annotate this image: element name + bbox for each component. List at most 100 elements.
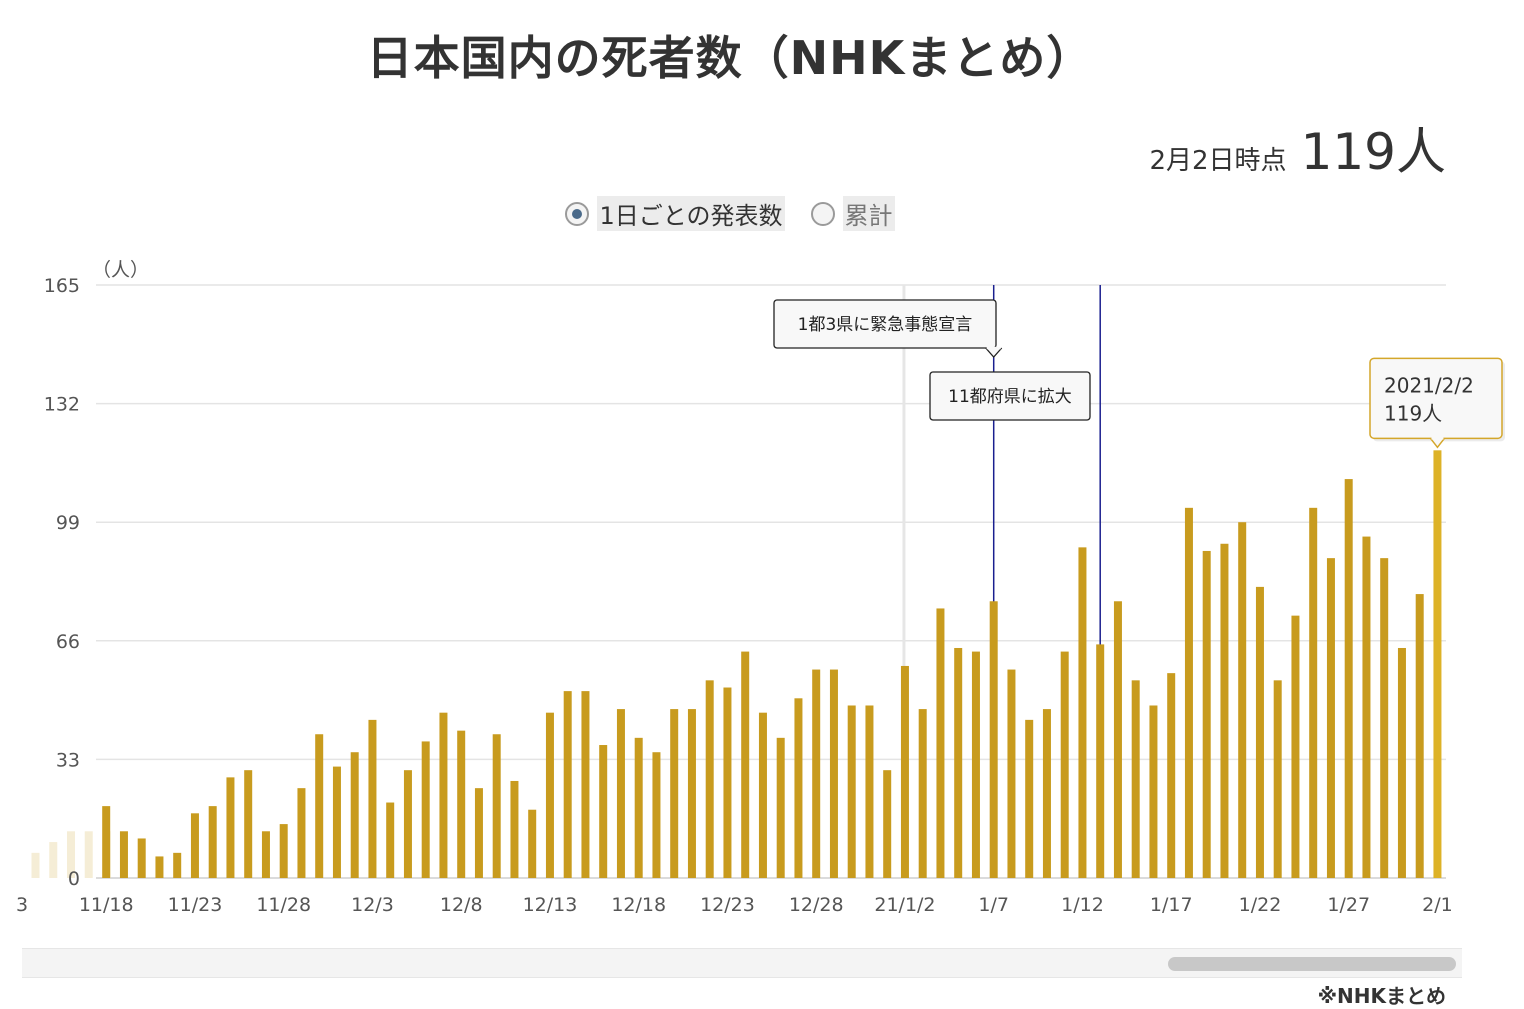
bar (1167, 673, 1176, 878)
bar (1255, 586, 1264, 878)
bar (1415, 594, 1424, 878)
annotation-pointer (985, 347, 1003, 358)
x-tick-label: 1/27 (1327, 894, 1370, 916)
x-tick-label: 11/18 (79, 894, 134, 916)
bar (492, 734, 501, 878)
bar (261, 831, 270, 878)
bar (457, 730, 466, 878)
radio-daily[interactable]: 1日ごとの発表数 (565, 196, 785, 231)
horizontal-scrollbar[interactable] (22, 948, 1462, 978)
bar (350, 752, 359, 878)
bar (1113, 601, 1122, 878)
radio-cumulative-label[interactable]: 累計 (842, 196, 895, 231)
radio-daily-label[interactable]: 1日ごとの発表数 (597, 196, 785, 231)
faded-bar (67, 831, 75, 878)
tooltip-date: 2021/2/2 (1384, 373, 1474, 397)
y-tick-label: 132 (44, 394, 80, 416)
x-tick-label: 1/17 (1150, 894, 1193, 916)
radio-daily-circle[interactable] (565, 201, 590, 226)
bar (297, 788, 306, 878)
bar (137, 838, 146, 878)
bar (794, 698, 803, 878)
bar (865, 705, 874, 878)
bar (1078, 547, 1087, 878)
bar (1309, 507, 1318, 878)
bar (1291, 615, 1300, 878)
bar (1007, 669, 1016, 878)
bar (670, 709, 679, 878)
x-tick-label: 11/23 (168, 894, 223, 916)
bar (244, 770, 253, 878)
bar (829, 669, 838, 878)
bar (1149, 705, 1158, 878)
x-tick-label: 12/23 (700, 894, 755, 916)
bar (616, 709, 625, 878)
y-tick-label: 66 (56, 631, 80, 653)
bar (1025, 719, 1034, 878)
bar (1042, 709, 1051, 878)
bar (439, 712, 448, 878)
bar (315, 734, 324, 878)
bar (883, 770, 892, 878)
x-tick-label: 1/12 (1061, 894, 1104, 916)
faded-bar (49, 842, 58, 878)
bar (208, 806, 217, 878)
bar (1220, 543, 1229, 878)
bar (705, 680, 714, 878)
bar (776, 737, 785, 878)
faded-bar (84, 831, 93, 878)
summary: 2月2日時点 119人 (1149, 112, 1446, 184)
bar (155, 856, 164, 878)
y-unit-label: （人） (92, 259, 149, 281)
bar (989, 601, 998, 878)
bar (474, 788, 483, 878)
annotation-text: 11都府県に拡大 (948, 387, 1072, 407)
scrollbar-thumb[interactable] (1168, 957, 1456, 971)
x-tick-label: 12/13 (523, 894, 578, 916)
bar (723, 687, 732, 878)
bar (421, 741, 430, 878)
y-tick-label: 33 (56, 749, 80, 771)
bar (102, 806, 111, 878)
y-tick-label: 165 (44, 275, 80, 297)
x-tick-label: 1/22 (1239, 894, 1282, 916)
bar (1362, 536, 1371, 878)
summary-value: 119人 (1300, 123, 1446, 181)
radio-cumulative[interactable]: 累計 (810, 196, 895, 231)
bar (190, 813, 199, 878)
radio-cumulative-circle[interactable] (810, 201, 835, 226)
bar (1380, 558, 1389, 878)
page-title: 日本国内の死者数（NHKまとめ） (366, 31, 1094, 85)
bar (1238, 522, 1247, 878)
x-tick-label: 12/8 (440, 894, 483, 916)
x-tick-label: 12/28 (789, 894, 844, 916)
highlighted-bar (1433, 450, 1442, 878)
bar (741, 651, 750, 878)
x-tick-label: 2/1 (1422, 894, 1453, 916)
bar (368, 719, 377, 878)
x-tick-label: 11/28 (256, 894, 311, 916)
x-tick-label: 12/3 (351, 894, 394, 916)
bar (1273, 680, 1282, 878)
bar (918, 709, 927, 878)
bar (971, 651, 980, 878)
bar (581, 691, 590, 878)
bar (652, 752, 661, 878)
bar (173, 852, 182, 878)
source-note: ※NHKまとめ (1317, 984, 1446, 1008)
deaths-bar-chart: 3 11/18 11/23 11/28 12/3 12/8 12/13 12/18 12/23 1… (16, 259, 1505, 916)
bar (847, 705, 856, 878)
x-tick-label: 1/7 (978, 894, 1009, 916)
bar (528, 809, 537, 878)
bar (279, 824, 288, 878)
bar (510, 780, 519, 878)
y-tick-label: 99 (56, 512, 80, 534)
x-tick-label-partial: 3 (16, 894, 28, 916)
bar (936, 608, 945, 878)
bar (1060, 651, 1069, 878)
bar (1131, 680, 1140, 878)
bar (1397, 647, 1406, 878)
bar (1326, 558, 1335, 878)
faded-bar (31, 852, 40, 878)
radio-selected-dot (572, 208, 583, 219)
